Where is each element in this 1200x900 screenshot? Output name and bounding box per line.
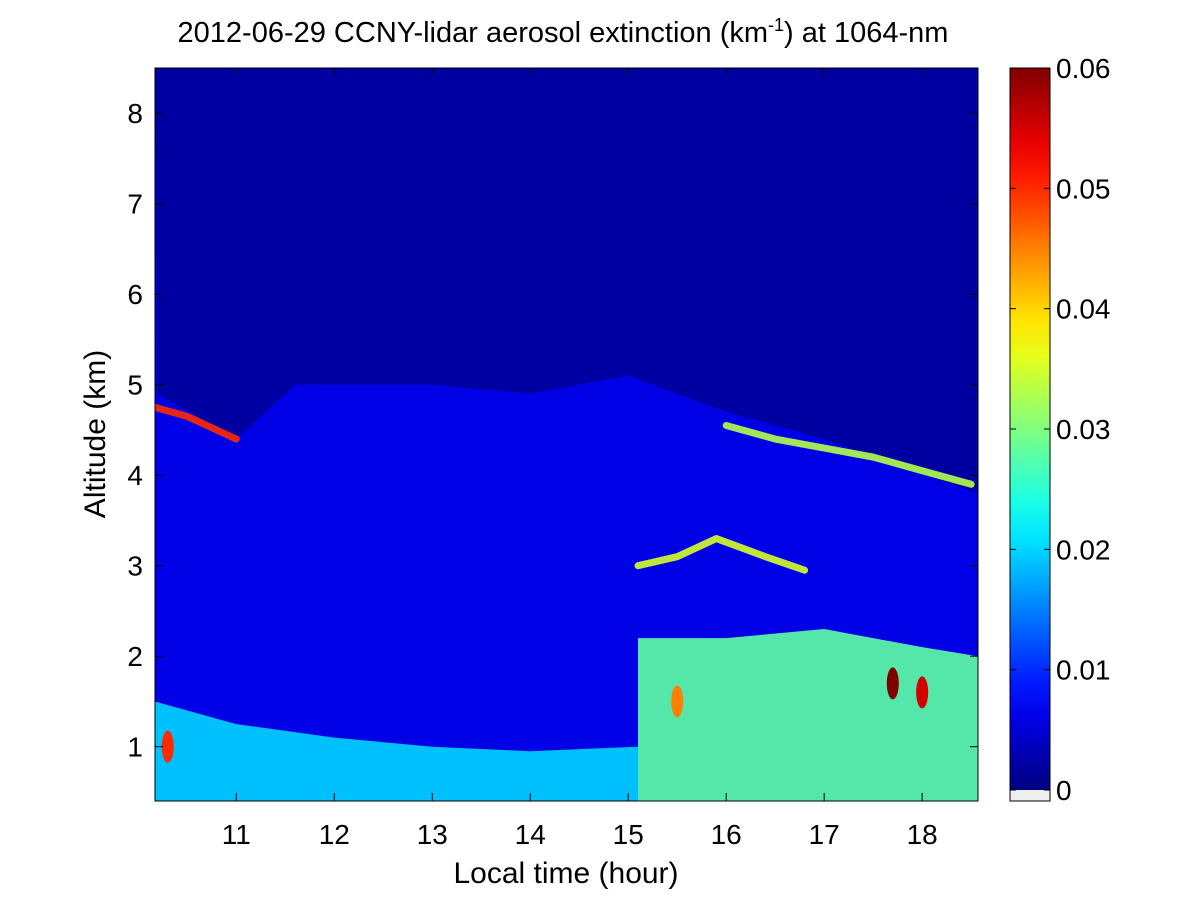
y-tick-label: 6 [127, 279, 143, 310]
aerosol-layer-line-3 [634, 535, 809, 574]
colorbar-tick-label: 0.05 [1056, 173, 1111, 204]
y-axis-label: Altitude (km) [79, 350, 112, 518]
extinction-hotspot-4 [671, 685, 684, 718]
boundary-layer-region-1 [155, 701, 639, 801]
chart-title-suffix: ) at 1064-nm [784, 17, 948, 49]
y-tick-label: 1 [127, 732, 143, 763]
aerosol-layer-line-1 [155, 403, 240, 443]
chart-title: 2012-06-29 CCNY-lidar aerosol extinction… [178, 15, 949, 49]
x-axis-label: Local time (hour) [453, 857, 678, 890]
x-tick-label: 13 [417, 819, 448, 850]
y-tick-label: 2 [127, 641, 143, 672]
colorbar-tick-label: 0.01 [1056, 655, 1111, 686]
heatmap-layers [155, 68, 978, 801]
x-tick-label: 12 [319, 819, 350, 850]
x-tick-label: 16 [711, 819, 742, 850]
chart-title-superscript: -1 [768, 15, 784, 35]
colorbar-ticks: 0 0.01 0.02 0.03 0.04 0.05 0.06 [1010, 53, 1111, 806]
colorbar-tick-label: 0 [1056, 775, 1072, 806]
colorbar-tick-label: 0.06 [1056, 53, 1111, 84]
y-tick-label: 8 [127, 98, 143, 129]
y-tick-label: 7 [127, 189, 143, 220]
extinction-hotspot-2 [886, 667, 899, 700]
aerosol-layer-line-2 [722, 421, 975, 488]
colorbar-tick-label: 0.03 [1056, 414, 1111, 445]
colorbar-ramp [1010, 68, 1050, 790]
y-tick-label: 5 [127, 370, 143, 401]
colorbar-tick-label: 0.02 [1056, 534, 1111, 565]
y-axis: 1 2 3 4 5 6 7 8 [127, 98, 978, 763]
chart-title-main: 2012-06-29 CCNY-lidar aerosol extinction… [178, 17, 768, 49]
extinction-hotspot-1 [161, 730, 174, 763]
colorbar-nodata-swatch [1010, 790, 1050, 801]
x-tick-label: 18 [907, 819, 938, 850]
extinction-hotspot-3 [916, 676, 929, 709]
x-tick-label: 11 [222, 819, 251, 850]
plot-area [154, 67, 979, 802]
x-tick-label: 17 [809, 819, 840, 850]
free-troposphere-region [155, 68, 978, 494]
x-tick-label: 14 [515, 819, 546, 850]
plot-frame [154, 67, 979, 802]
y-tick-label: 4 [127, 460, 143, 491]
y-tick-label: 3 [127, 551, 143, 582]
x-axis: 11 12 13 14 15 16 17 18 [222, 68, 938, 850]
colorbar-frame [1009, 67, 1051, 802]
boundary-layer-region-2 [638, 629, 978, 801]
x-tick-label: 15 [613, 819, 644, 850]
colorbar: 0 0.01 0.02 0.03 0.04 0.05 0.06 [1009, 53, 1111, 806]
colorbar-tick-label: 0.04 [1056, 294, 1111, 325]
